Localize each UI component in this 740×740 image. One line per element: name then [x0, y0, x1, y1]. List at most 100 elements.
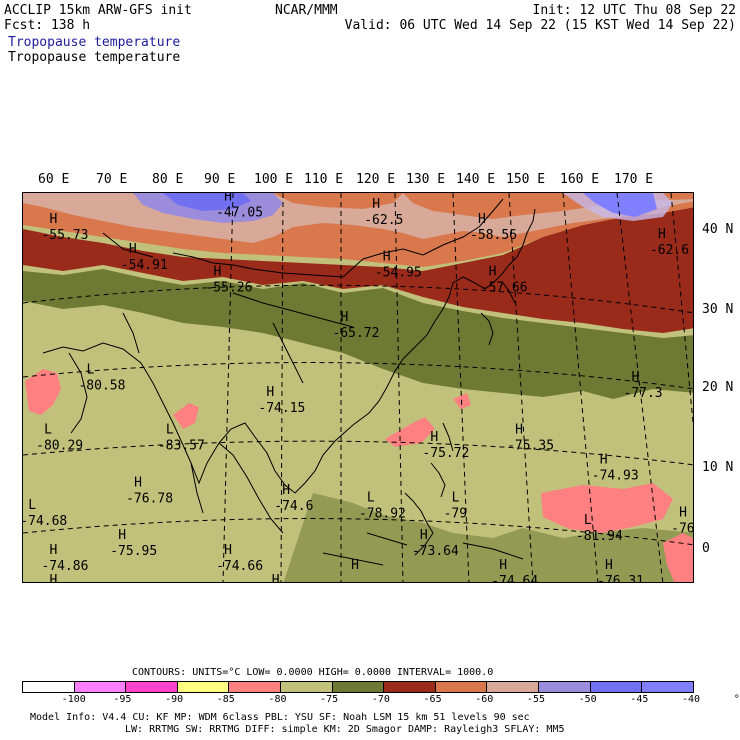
marker-value-24: -76: [671, 521, 694, 536]
marker-value-7: -57.66: [481, 281, 528, 296]
marker-type-3: H: [478, 212, 486, 227]
marker-value-25: -75.95: [110, 544, 157, 559]
marker-value-19: -74.6: [274, 499, 313, 514]
color-swatch-2: [126, 682, 178, 692]
band-minus70-to-minus75: [23, 269, 693, 399]
color-swatch-9: [487, 682, 540, 692]
color-tick-5: -75: [320, 694, 339, 705]
lon-label-11: 170 E: [614, 172, 654, 187]
color-swatch-5: [281, 682, 333, 692]
color-tick-3: -85: [216, 694, 235, 705]
marker-type-12: H: [632, 370, 640, 385]
marker-type-27: H: [420, 528, 428, 543]
lon-label-6: 120 E: [356, 172, 396, 187]
marker-type-24: H: [679, 505, 687, 520]
marker-type-21: L: [452, 490, 460, 505]
field-title-2: Tropopause temperature: [8, 50, 181, 65]
color-tick-4: -80: [268, 694, 287, 705]
physics-info: LW: RRTMG SW: RRTMG DIFF: simple KM: 2D …: [125, 724, 565, 735]
marker-value-1: -47.05: [216, 206, 263, 221]
lon-label-1: 70 E: [96, 172, 128, 187]
marker-type-23: L: [584, 513, 592, 528]
marker-type-13: L: [44, 423, 52, 438]
tropopause-temperature-map: H-55.73H-47.05H-62.5 H-58.56H-54.91 H-55.2…: [23, 193, 694, 583]
color-tick-7: -65: [423, 694, 442, 705]
marker-type-15: H: [430, 430, 438, 445]
lat-label-3: 10 N: [702, 460, 734, 475]
marker-type-20: L: [367, 490, 375, 505]
lon-label-3: 90 E: [204, 172, 236, 187]
marker-value-15: -75.72: [422, 446, 469, 461]
color-tick-10: -50: [578, 694, 597, 705]
cold-patch-southeast: [663, 533, 693, 582]
color-swatch-3: [177, 682, 230, 692]
marker-type-25: H: [118, 528, 126, 543]
marker-type-8: H: [658, 227, 666, 242]
color-tick-0: -100: [61, 694, 86, 705]
extrema-markers: H-55.73H-47.05H-62.5 H-58.56H-54.91 H-55.2…: [23, 193, 694, 583]
marker-value-18: -76.78: [126, 491, 173, 506]
color-swatch-10: [539, 682, 591, 692]
marker-type-1: H: [224, 193, 232, 205]
marker-type-31: H: [49, 573, 57, 583]
lat-label-1: 30 N: [702, 302, 734, 317]
color-swatch-0: [23, 682, 75, 692]
cold-patch-philippine-sea: [385, 417, 435, 447]
marker-value-14: -83.57: [158, 439, 205, 454]
marker-value-2: -62.5: [364, 213, 403, 228]
marker-type-0: H: [49, 212, 57, 227]
contours-info: CONTOURS: UNITS=°C LOW= 0.0000 HIGH= 0.0…: [132, 667, 494, 678]
lat-label-0: 40 N: [702, 222, 734, 237]
marker-type-11: H: [266, 385, 274, 400]
marker-value-17: -74.93: [592, 469, 639, 484]
center-label: NCAR/MMM: [275, 3, 338, 18]
marker-value-5: -55.26: [205, 281, 252, 296]
lon-label-10: 160 E: [560, 172, 600, 187]
marker-type-26: H: [224, 543, 232, 558]
marker-value-8: -62.6: [650, 243, 689, 258]
forecast-hour: Fcst: 138 h: [4, 18, 91, 33]
marker-value-13: -80.29: [36, 439, 83, 454]
marker-value-3: -58.56: [470, 228, 517, 243]
lon-label-9: 150 E: [506, 172, 546, 187]
cold-patch-west: [25, 369, 61, 415]
field-title-1: Tropopause temperature: [8, 35, 181, 50]
marker-type-29: H: [499, 558, 507, 573]
marker-type-9: H: [340, 310, 348, 325]
marker-value-11: -74.15: [258, 401, 305, 416]
marker-value-12: -77.3: [624, 386, 663, 401]
lon-label-8: 140 E: [456, 172, 496, 187]
marker-type-2: H: [372, 197, 380, 212]
lat-label-2: 20 N: [702, 380, 734, 395]
color-tick-9: -55: [526, 694, 545, 705]
marker-type-17: H: [600, 453, 608, 468]
marker-value-29: -74.64: [491, 574, 538, 583]
band-minus45-to-minus50: [163, 193, 251, 211]
model-info: Model Info: V4.4 CU: KF MP: WDM 6class P…: [30, 712, 530, 723]
marker-type-16: H: [515, 423, 523, 438]
marker-value-4: -54.91: [121, 258, 168, 273]
color-tick-1: -95: [113, 694, 132, 705]
marker-value-26: -74.66: [216, 559, 263, 574]
color-swatch-8: [435, 682, 488, 692]
band-upper-mid-orange: [273, 193, 403, 209]
marker-value-30: -76.31: [597, 574, 644, 583]
color-tick-8: -60: [475, 694, 494, 705]
marker-type-5: H: [213, 265, 221, 280]
marker-type-30: H: [605, 558, 613, 573]
marker-value-9: -65.72: [332, 326, 379, 341]
color-tick-6: -70: [371, 694, 390, 705]
marker-type-28: H: [49, 543, 57, 558]
lon-label-2: 80 E: [152, 172, 184, 187]
color-swatch-4: [229, 682, 282, 692]
lon-label-4: 100 E: [254, 172, 294, 187]
color-swatch-6: [332, 682, 385, 692]
band-minus65-to-minus70: [23, 207, 693, 333]
marker-value-23: -81.94: [576, 529, 623, 544]
marker-type-19: H: [282, 483, 290, 498]
lon-label-7: 130 E: [406, 172, 446, 187]
lat-label-4: 0: [702, 541, 710, 556]
cold-patch-pacific: [541, 483, 673, 533]
marker-type-10: L: [86, 362, 94, 377]
marker-value-0: -55.73: [41, 228, 88, 243]
